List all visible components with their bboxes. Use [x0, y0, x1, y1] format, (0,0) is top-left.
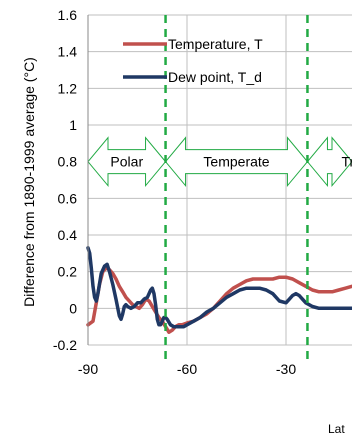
y-axis-label: Difference from 1890-1999 average (°C) — [21, 57, 37, 307]
y-tick-label: 1 — [69, 117, 77, 133]
y-tick-label: 0.2 — [58, 264, 78, 280]
zone-label: Tr — [341, 154, 352, 170]
y-tick-label: 0.8 — [58, 154, 78, 170]
y-tick-label: 1.2 — [58, 80, 78, 96]
legend: Temperature, T Dew point, T_d — [123, 36, 263, 85]
axes: -0.2 0 0.2 0.4 0.6 0.8 1 1.2 1.4 1.6 -90 -60 -30 — [53, 7, 296, 377]
series-lines — [86, 246, 352, 334]
legend-label: Dew point, T_d — [168, 69, 262, 85]
x-axis-label: Lat — [328, 422, 345, 436]
y-tick-label: 0.4 — [58, 227, 78, 243]
series-line-dew-point — [86, 246, 352, 329]
y-tick-label: 0 — [69, 300, 77, 316]
zone-arrow — [306, 136, 352, 188]
zone-label: Temperate — [203, 154, 269, 170]
y-tick-label: -0.2 — [53, 337, 77, 353]
x-tick-label: -60 — [177, 361, 197, 377]
legend-label: Temperature, T — [168, 36, 263, 52]
zone-boundaries — [164, 15, 309, 360]
series-line-temperature — [86, 266, 352, 334]
y-tick-label: 1.6 — [58, 7, 78, 23]
zone-arrows: Polar Temperate Tr — [87, 136, 352, 188]
x-tick-label: -90 — [78, 361, 98, 377]
grid — [87, 14, 352, 346]
x-tick-label: -30 — [276, 361, 296, 377]
y-tick-label: 1.4 — [58, 44, 78, 60]
zone-label: Polar — [110, 154, 143, 170]
y-tick-label: 0.6 — [58, 190, 78, 206]
